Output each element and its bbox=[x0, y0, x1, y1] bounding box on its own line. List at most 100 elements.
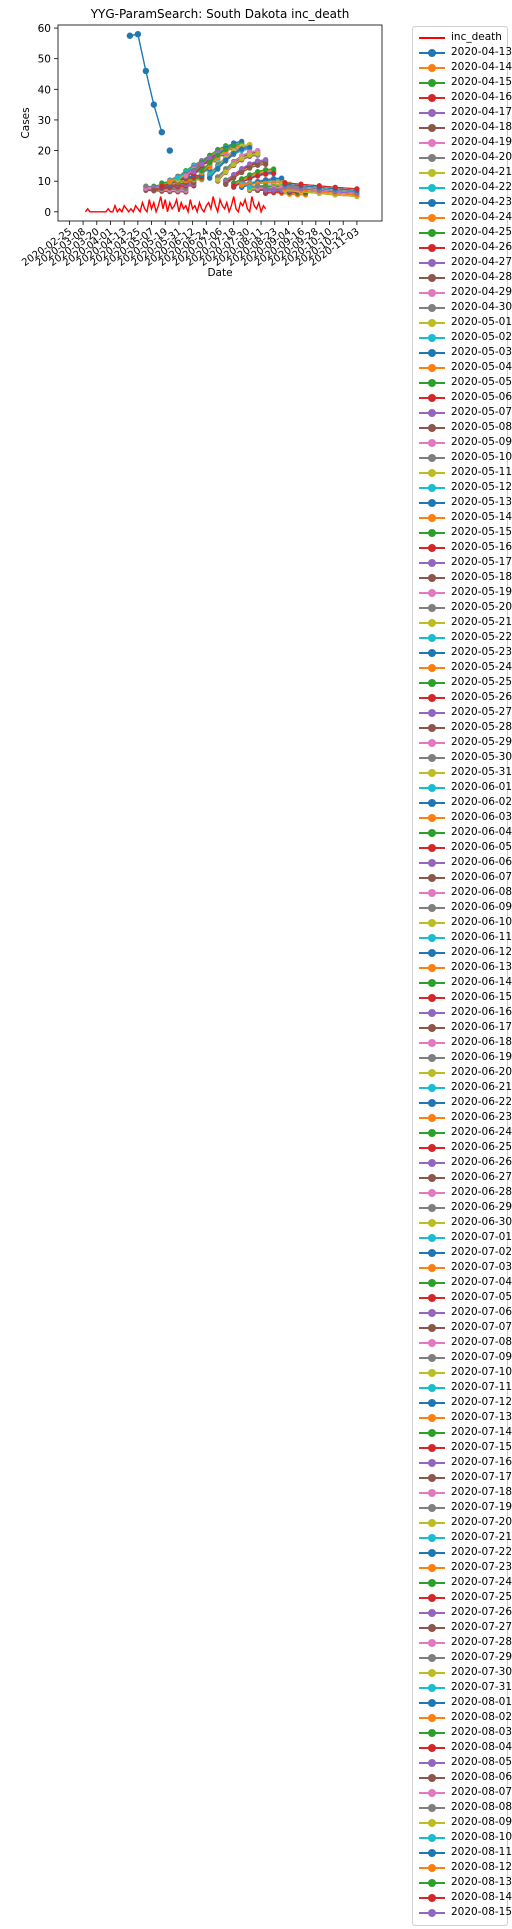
legend-marker-swatch bbox=[428, 1399, 436, 1407]
legend-label: 2020-08-09 bbox=[451, 1816, 512, 1828]
legend-item: 2020-04-30 bbox=[419, 301, 512, 315]
forecast-point bbox=[126, 32, 134, 39]
legend-marker-swatch bbox=[428, 499, 436, 507]
legend-item: 2020-05-01 bbox=[419, 316, 512, 330]
legend-item: 2020-06-27 bbox=[419, 1171, 512, 1185]
forecast-point bbox=[199, 168, 205, 174]
legend-marker-swatch bbox=[428, 1534, 436, 1542]
forecast-point bbox=[223, 181, 229, 187]
legend-label: 2020-08-11 bbox=[451, 1846, 512, 1858]
forecast-point bbox=[231, 150, 237, 156]
legend-marker-swatch bbox=[428, 1699, 436, 1707]
legend-item: 2020-04-16 bbox=[419, 91, 512, 105]
legend-label: 2020-04-26 bbox=[451, 241, 512, 253]
legend-marker-swatch bbox=[428, 1564, 436, 1572]
legend-item: 2020-05-12 bbox=[419, 481, 512, 495]
legend-label: 2020-05-06 bbox=[451, 391, 512, 403]
legend-item: 2020-06-21 bbox=[419, 1081, 512, 1095]
legend-label: 2020-04-28 bbox=[451, 271, 512, 283]
legend-label: 2020-07-03 bbox=[451, 1261, 512, 1273]
legend-item: 2020-07-15 bbox=[419, 1441, 512, 1455]
legend-item: 2020-07-12 bbox=[419, 1396, 512, 1410]
legend-label: 2020-08-01 bbox=[451, 1696, 512, 1708]
forecast-point bbox=[207, 154, 213, 161]
legend-label: 2020-07-20 bbox=[451, 1516, 512, 1528]
legend-label: 2020-05-02 bbox=[451, 331, 512, 343]
legend-marker-swatch bbox=[428, 1039, 436, 1047]
legend-marker-swatch bbox=[428, 1729, 436, 1737]
legend-marker-swatch bbox=[428, 1429, 436, 1437]
legend-label: 2020-05-16 bbox=[451, 541, 512, 553]
legend-marker-swatch bbox=[428, 1774, 436, 1782]
legend-item: 2020-04-25 bbox=[419, 226, 512, 240]
legend-marker-swatch bbox=[428, 1294, 436, 1302]
legend-label: 2020-04-19 bbox=[451, 136, 512, 148]
legend-label: 2020-07-01 bbox=[451, 1231, 512, 1243]
legend-item: 2020-06-29 bbox=[419, 1201, 512, 1215]
legend-label: 2020-05-05 bbox=[451, 376, 512, 388]
legend-marker-swatch bbox=[428, 199, 436, 207]
legend-label: 2020-07-21 bbox=[451, 1531, 512, 1543]
y-axis-label: Cases bbox=[20, 107, 32, 138]
legend-marker-swatch bbox=[428, 514, 436, 522]
x-axis-ticks: 2020-02-252020-03-082020-03-202020-04-01… bbox=[20, 221, 362, 269]
forecast-point bbox=[239, 156, 245, 162]
legend-item: 2020-04-15 bbox=[419, 76, 512, 90]
legend-item: 2020-04-23 bbox=[419, 196, 512, 210]
legend-marker-swatch bbox=[428, 409, 436, 417]
legend-item: 2020-04-26 bbox=[419, 241, 512, 255]
forecast-point bbox=[150, 101, 158, 108]
legend-item: 2020-05-02 bbox=[419, 331, 512, 345]
legend-label: 2020-05-10 bbox=[451, 451, 512, 463]
legend-item: 2020-07-03 bbox=[419, 1261, 512, 1275]
legend-label: 2020-04-14 bbox=[451, 61, 512, 73]
y-tick-label: 30 bbox=[38, 115, 51, 127]
legend-label: 2020-06-21 bbox=[451, 1081, 512, 1093]
forecast-point bbox=[271, 170, 277, 177]
legend-item: 2020-05-16 bbox=[419, 541, 512, 555]
legend-item: 2020-05-06 bbox=[419, 391, 512, 405]
legend-label: 2020-07-09 bbox=[451, 1351, 512, 1363]
legend-item: 2020-07-26 bbox=[419, 1606, 512, 1620]
legend-label: 2020-08-13 bbox=[451, 1876, 512, 1888]
legend-label: 2020-05-07 bbox=[451, 406, 512, 418]
legend-label: 2020-06-24 bbox=[451, 1126, 512, 1138]
legend-marker-swatch bbox=[428, 859, 436, 867]
legend-marker-swatch bbox=[428, 604, 436, 612]
forecast-point bbox=[247, 161, 253, 167]
forecast-point bbox=[158, 128, 166, 136]
legend-label: 2020-07-02 bbox=[451, 1246, 512, 1258]
forecast-point bbox=[239, 182, 245, 188]
legend-label: 2020-06-04 bbox=[451, 826, 512, 838]
legend-item: 2020-05-14 bbox=[419, 511, 512, 525]
legend-label: 2020-05-08 bbox=[451, 421, 512, 433]
legend-marker-swatch bbox=[428, 1249, 436, 1257]
legend-marker-swatch bbox=[428, 1189, 436, 1197]
legend-item: 2020-05-28 bbox=[419, 721, 512, 735]
legend-label: 2020-07-15 bbox=[451, 1441, 512, 1453]
legend-item: 2020-05-05 bbox=[419, 376, 512, 390]
legend-item: 2020-06-18 bbox=[419, 1036, 512, 1050]
legend-label: 2020-05-28 bbox=[451, 721, 512, 733]
y-tick-label: 10 bbox=[38, 176, 51, 188]
legend-label: 2020-06-03 bbox=[451, 811, 512, 823]
legend-label: 2020-04-27 bbox=[451, 256, 512, 268]
legend-marker-swatch bbox=[428, 1354, 436, 1362]
y-axis-ticks: 0 10 20 30 40 50 60 bbox=[38, 23, 58, 219]
legend-marker-swatch bbox=[428, 1609, 436, 1617]
legend-marker-swatch bbox=[428, 364, 436, 372]
forecast-point bbox=[239, 176, 245, 182]
legend-item: 2020-04-14 bbox=[419, 61, 512, 75]
legend-marker-swatch bbox=[428, 1894, 436, 1902]
legend-item: 2020-05-15 bbox=[419, 526, 512, 540]
forecast-point bbox=[255, 169, 261, 175]
legend-item: 2020-04-13 bbox=[419, 46, 512, 60]
legend-label: 2020-05-09 bbox=[451, 436, 512, 448]
legend-item: 2020-08-03 bbox=[419, 1726, 512, 1740]
legend-label: 2020-07-18 bbox=[451, 1486, 512, 1498]
legend-marker-swatch bbox=[428, 1879, 436, 1887]
legend-label: 2020-07-19 bbox=[451, 1501, 512, 1513]
legend-marker-swatch bbox=[428, 469, 436, 477]
legend-marker-swatch bbox=[428, 589, 436, 597]
legend-label: 2020-04-13 bbox=[451, 46, 512, 58]
